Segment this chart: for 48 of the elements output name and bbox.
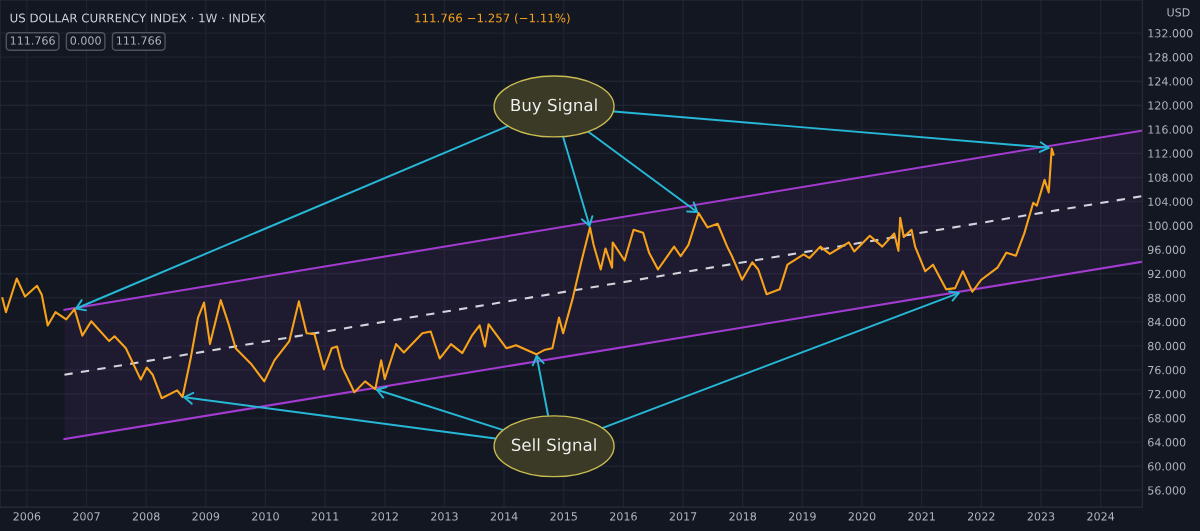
- x-tick-label: 2015: [550, 512, 577, 521]
- line-series: [1, 147, 1055, 400]
- annotation: Buy Signal: [511, 98, 597, 115]
- y-axis-title: USD: [1167, 8, 1190, 17]
- y-tick-label: 68.000: [1148, 414, 1186, 423]
- x-tick-label: 2024: [1087, 512, 1115, 521]
- x-tick-label: 2008: [132, 512, 160, 521]
- y-tick-label: 88.000: [1148, 293, 1186, 303]
- x-tick-label: 2021: [908, 512, 935, 521]
- y-tick-label: 132.000: [1148, 29, 1193, 38]
- x-tick-label: 2017: [669, 512, 697, 521]
- x-tick-label: 2006: [13, 512, 41, 521]
- y-tick-label: 72.000: [1148, 389, 1186, 399]
- y-tick-label: 56.000: [1148, 486, 1186, 495]
- x-tick-label: 2012: [371, 512, 398, 521]
- x-tick-label: 2022: [968, 512, 995, 521]
- y-tick-label: 116.000: [1148, 125, 1193, 134]
- y-tick-label: 60.000: [1148, 462, 1186, 471]
- x-tick-label: 2016: [610, 512, 637, 521]
- x-tick-label: 2020: [848, 512, 876, 521]
- y-tick-label: 100.000: [1148, 221, 1193, 230]
- y-tick-label: 128.000: [1148, 53, 1193, 62]
- x-tick-label: 2007: [73, 512, 100, 521]
- y-tick-label: 112.000: [1148, 149, 1193, 158]
- x-tick-label: 2010: [252, 512, 279, 521]
- x-tick-label: 2009: [192, 512, 220, 521]
- x-tick-label: 2019: [789, 512, 816, 521]
- x-tick-label: 2011: [311, 512, 339, 521]
- y-tick-label: 96.000: [1147, 245, 1186, 255]
- annotation: Sell Signal: [511, 438, 596, 455]
- y-tick-label: 80.000: [1148, 341, 1186, 351]
- y-tick-label: 92.000: [1147, 269, 1186, 279]
- y-tick-label: 84.000: [1148, 317, 1186, 327]
- x-tick-label: 2018: [729, 512, 757, 521]
- x-tick-label: 2023: [1027, 512, 1055, 521]
- y-tick-label: 64.000: [1148, 438, 1186, 447]
- y-tick-label: 124.000: [1148, 77, 1193, 86]
- x-tick-label: 2014: [490, 512, 518, 521]
- annotation: 111.766: [10, 36, 55, 45]
- y-tick-label: 104.000: [1148, 197, 1193, 206]
- x-tick-label: 2013: [431, 512, 458, 521]
- y-tick-label: 76.000: [1148, 365, 1186, 375]
- annotation: 111.766: [117, 36, 162, 45]
- text: US DOLLAR CURRENCY INDEX · 1W · INDEX: [10, 13, 266, 23]
- annotation: 0.000: [70, 36, 101, 45]
- y-tick-label: 108.000: [1148, 173, 1193, 182]
- y-tick-label: 120.000: [1148, 101, 1193, 110]
- text: 111.766 −1.257 (−1.11%): [415, 13, 570, 24]
